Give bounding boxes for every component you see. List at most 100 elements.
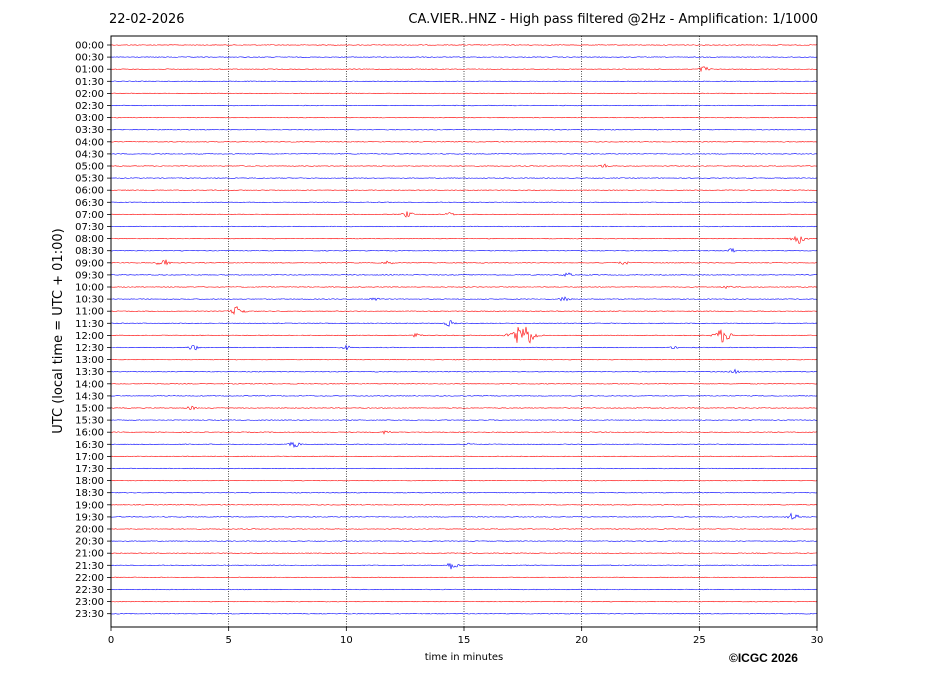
vertical-gridlines xyxy=(228,36,700,627)
y-tick-label-0830: 08:30 xyxy=(75,246,104,257)
y-tick-label-1200: 12:00 xyxy=(75,331,104,342)
y-tick-label-2330: 23:30 xyxy=(75,609,104,620)
y-tick-label-1300: 13:00 xyxy=(75,355,104,366)
y-tick-label-0600: 06:00 xyxy=(75,186,104,197)
x-tick-label-15: 15 xyxy=(458,635,471,646)
trace-2200 xyxy=(110,576,818,579)
y-tick-label-0230: 02:30 xyxy=(75,101,104,112)
y-tick-label-0300: 03:00 xyxy=(75,113,104,124)
trace-1530 xyxy=(110,419,818,421)
y-tick-label-0730: 07:30 xyxy=(75,222,104,233)
y-tick-label-1630: 16:30 xyxy=(75,440,104,451)
trace-1330 xyxy=(110,368,818,375)
y-tick-label-1130: 11:30 xyxy=(75,319,104,330)
trace-0300 xyxy=(110,116,818,119)
y-tick-label-0430: 04:30 xyxy=(75,149,104,160)
y-tick-label-1000: 10:00 xyxy=(75,283,104,294)
trace-2300 xyxy=(110,600,818,603)
y-tick-label-2130: 21:30 xyxy=(75,561,104,572)
y-tick-label-0400: 04:00 xyxy=(75,137,104,148)
x-tick-label-20: 20 xyxy=(575,635,588,646)
y-tick-label-1230: 12:30 xyxy=(75,343,104,354)
y-tick-label-0500: 05:00 xyxy=(75,162,104,173)
y-tick-label-2200: 22:00 xyxy=(75,573,104,584)
trace-1800 xyxy=(110,479,818,482)
y-tick-label-0200: 02:00 xyxy=(75,89,104,100)
trace-0630 xyxy=(110,201,818,204)
trace-0330 xyxy=(110,129,818,131)
y-tick-label-0000: 00:00 xyxy=(75,41,104,52)
trace-0930 xyxy=(110,272,818,277)
trace-0430 xyxy=(110,153,818,155)
trace-0200 xyxy=(110,92,818,95)
trace-0900 xyxy=(110,259,818,266)
trace-0030 xyxy=(110,56,818,58)
y-tick-label-0930: 09:30 xyxy=(75,270,104,281)
x-tick-label-5: 5 xyxy=(225,635,231,646)
y-tick-label-0030: 00:30 xyxy=(75,53,104,64)
trace-2230 xyxy=(110,588,818,591)
trace-0100 xyxy=(110,66,818,73)
y-tick-label-0130: 01:30 xyxy=(75,77,104,88)
y-tick-label-2300: 23:00 xyxy=(75,597,104,608)
seismic-traces xyxy=(110,44,818,615)
y-tick-label-2000: 20:00 xyxy=(75,525,104,536)
trace-1430 xyxy=(110,395,818,397)
trace-0400 xyxy=(110,141,818,143)
y-tick-label-1730: 17:30 xyxy=(75,464,104,475)
copyright-notice: ©ICGC 2026 xyxy=(729,651,798,665)
y-tick-label-1800: 18:00 xyxy=(75,476,104,487)
trace-0230 xyxy=(110,104,818,107)
y-tick-label-1900: 19:00 xyxy=(75,500,104,511)
y-axis-label: UTC (local time = UTC + 01:00) xyxy=(51,228,66,433)
trace-0730 xyxy=(110,225,818,228)
y-tick-label-2030: 20:30 xyxy=(75,537,104,548)
trace-0500 xyxy=(110,163,817,168)
y-tick-label-0100: 01:00 xyxy=(75,65,104,76)
trace-1200 xyxy=(110,326,818,344)
y-tick-label-1100: 11:00 xyxy=(75,307,104,318)
y-tick-label-0700: 07:00 xyxy=(75,210,104,221)
trace-0700 xyxy=(110,211,818,218)
y-axis: 00:0000:3001:0001:3002:0002:3003:0003:30… xyxy=(75,41,111,620)
x-tick-label-10: 10 xyxy=(340,635,353,646)
y-tick-label-0800: 08:00 xyxy=(75,234,104,245)
trace-2330 xyxy=(110,613,818,615)
trace-1600 xyxy=(110,430,818,435)
trace-0800 xyxy=(110,235,818,244)
trace-0830 xyxy=(110,247,818,253)
trace-1830 xyxy=(110,492,818,494)
trace-1000 xyxy=(110,285,818,289)
x-tick-label-0: 0 xyxy=(108,635,114,646)
trace-0130 xyxy=(110,80,818,82)
trace-1130 xyxy=(110,320,818,327)
y-tick-label-1400: 14:00 xyxy=(75,379,104,390)
y-tick-label-1600: 16:00 xyxy=(75,428,104,439)
trace-0000 xyxy=(110,44,818,46)
y-tick-label-0530: 05:30 xyxy=(75,174,104,185)
y-tick-label-1830: 18:30 xyxy=(75,488,104,499)
x-tick-label-25: 25 xyxy=(693,635,706,646)
y-tick-label-0330: 03:30 xyxy=(75,125,104,136)
trace-1930 xyxy=(110,512,818,520)
y-tick-label-1030: 10:30 xyxy=(75,295,104,306)
y-tick-label-1700: 17:00 xyxy=(75,452,104,463)
y-tick-label-0630: 06:30 xyxy=(75,198,104,209)
trace-0600 xyxy=(110,189,818,191)
y-tick-label-2100: 21:00 xyxy=(75,549,104,560)
trace-1700 xyxy=(110,455,818,458)
trace-1400 xyxy=(110,383,818,385)
y-tick-label-1530: 15:30 xyxy=(75,416,104,427)
trace-2130 xyxy=(110,562,818,570)
trace-2030 xyxy=(110,540,818,542)
trace-1030 xyxy=(110,296,818,302)
trace-1630 xyxy=(110,441,818,448)
x-axis: 0 5 10 15 20 25 30 xyxy=(108,627,823,646)
trace-1230 xyxy=(110,344,818,351)
y-tick-label-1330: 13:30 xyxy=(75,367,104,378)
chart-date: 22-02-2026 xyxy=(109,12,185,27)
y-tick-label-0900: 09:00 xyxy=(75,258,104,269)
chart-title: CA.VIER..HNZ - High pass filtered @2Hz -… xyxy=(408,12,818,27)
trace-1730 xyxy=(111,467,818,470)
